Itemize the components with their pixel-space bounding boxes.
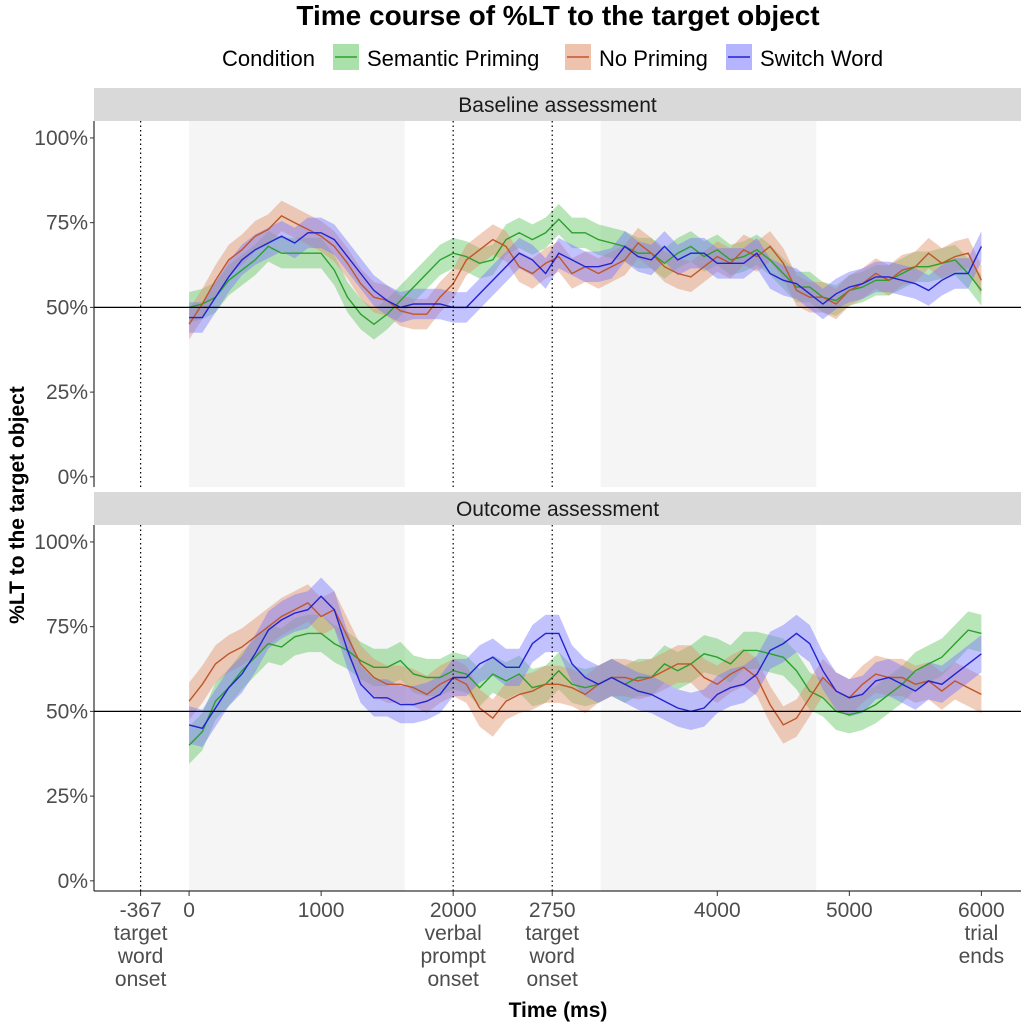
ci-band-no-priming [189,200,982,340]
x-tick-label: 0 [183,899,195,922]
legend-label-switch-word: Switch Word [760,46,883,71]
x-tick-label: 5000 [826,899,873,922]
y-tick-label: 25% [46,785,88,808]
panel-outcome-assessment: Outcome assessment 0% 25% 50% 75% 100% [34,492,1021,893]
y-tick-label: 100% [34,531,88,554]
shaded-window-2 [600,121,817,487]
y-tick-label: 50% [46,700,88,723]
y-tick-label: 25% [46,381,88,404]
shaded-window-1 [189,525,405,891]
y-tick-label: 0% [58,870,88,893]
panel-strip [94,492,1021,525]
panel-strip-label: Baseline assessment [458,94,657,117]
shaded-window-2 [600,525,817,891]
legend-label-semantic-priming: Semantic Priming [367,46,539,71]
panel-strip-label: Outcome assessment [456,498,659,521]
y-tick-label: 100% [34,127,88,150]
y-tick-label: 75% [46,616,88,639]
x-axis-title: Time (ms) [509,999,608,1022]
ci-band-switch-word [189,217,982,333]
y-tick-label: 50% [46,296,88,319]
panels: Baseline assessment0%25%50%75%100%Outcom… [34,88,1021,893]
legend-item-switch-word: Switch Word [726,44,883,71]
x-axis: -367 target word onset 0 1000 2000 verbal prompt… [114,891,1005,991]
legend-label-no-priming: No Priming [599,46,708,71]
chart-title: Time course of %LT to the target object [296,0,819,31]
x-tick-label: 1000 [298,899,345,922]
shaded-window-1 [189,121,405,487]
series-line-semantic-priming [188,629,982,746]
legend-item-semantic-priming: Semantic Priming [333,44,539,71]
x-tick-label: 2000 verbal prompt onset [420,899,486,991]
x-tick-label: 2750 target word onset [525,899,579,991]
series-line-switch-word [189,232,983,319]
y-axis-title: %LT to the target object [6,386,29,624]
x-tick-label: 6000 trial ends [958,899,1005,968]
x-tick-label: -367 target word onset [114,899,168,991]
legend-title: Condition [222,46,315,71]
legend: Condition Semantic Priming No Priming Switc… [222,44,883,71]
y-tick-label: 75% [46,212,88,235]
panel-strip [94,88,1021,121]
series-line-switch-word [188,595,982,730]
ci-band-semantic-priming [189,204,982,340]
legend-item-no-priming: No Priming [565,44,708,71]
panel-baseline-assessment: Baseline assessment 0% 25% 50% 75% 100% [34,88,1021,489]
x-tick-label: 4000 [694,899,741,922]
ci-band-switch-word [189,577,982,747]
y-tick-label: 0% [58,466,88,489]
